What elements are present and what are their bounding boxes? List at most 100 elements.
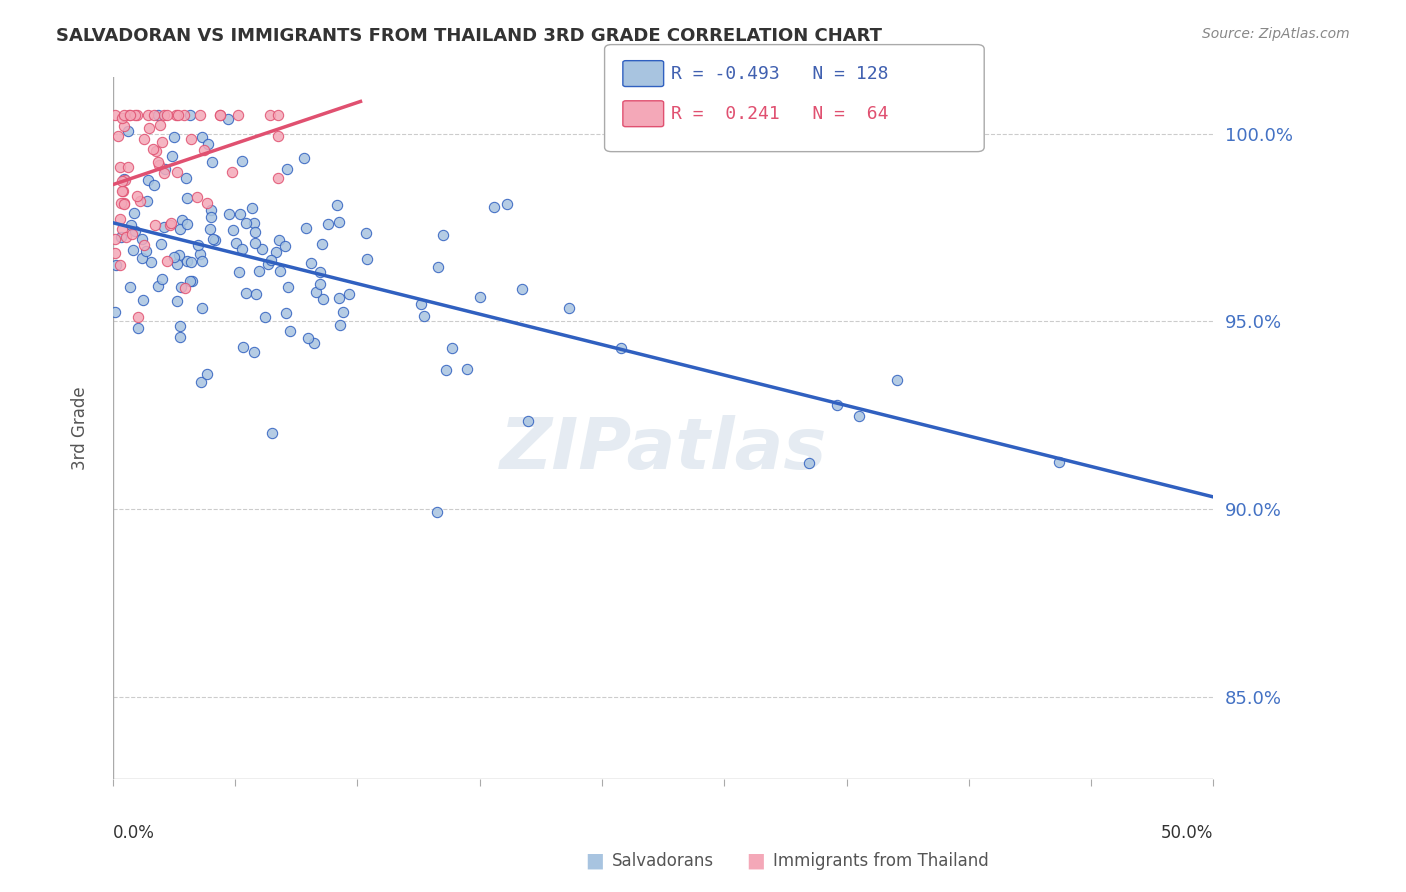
Point (160, 216, 183, 230)
Point (117, 124, 139, 138)
Point (107, 128, 129, 143)
Point (131, 251, 153, 265)
Point (198, 221, 221, 235)
Point (108, 258, 131, 272)
Point (163, 130, 186, 145)
Point (180, 254, 202, 268)
Point (167, 108, 190, 122)
Point (156, 108, 179, 122)
Point (152, 166, 174, 180)
Point (110, 222, 132, 236)
Point (299, 256, 322, 270)
Point (127, 310, 149, 324)
Point (426, 505, 449, 519)
Point (209, 108, 232, 122)
Text: ▪: ▪ (745, 847, 766, 875)
Point (134, 132, 156, 146)
Point (155, 161, 177, 176)
Point (295, 221, 318, 235)
Point (104, 258, 127, 272)
Point (112, 196, 135, 211)
Point (484, 200, 506, 214)
Point (356, 252, 378, 266)
Point (142, 142, 165, 156)
Point (180, 132, 202, 146)
Point (228, 207, 250, 221)
Point (125, 108, 148, 122)
Point (825, 398, 848, 412)
Point (160, 149, 183, 163)
Point (142, 178, 165, 192)
Point (240, 202, 263, 216)
Point (145, 144, 167, 158)
Point (311, 236, 333, 251)
Text: ▪: ▪ (583, 847, 605, 875)
Point (152, 135, 174, 149)
Point (179, 274, 201, 288)
Point (243, 225, 266, 239)
Point (179, 108, 201, 122)
Point (117, 160, 139, 174)
Point (146, 279, 169, 293)
Point (231, 153, 253, 168)
Point (245, 287, 267, 301)
Point (292, 151, 315, 165)
Text: 0.0%: 0.0% (112, 824, 155, 842)
Point (152, 219, 174, 234)
Point (138, 173, 160, 187)
Point (432, 227, 454, 242)
Point (277, 280, 299, 294)
Point (231, 243, 253, 257)
Point (225, 235, 247, 250)
Point (193, 144, 215, 158)
Point (456, 362, 478, 376)
Point (131, 232, 153, 246)
Point (257, 257, 280, 271)
Point (221, 165, 243, 179)
Point (128, 194, 150, 208)
Point (159, 219, 181, 233)
Point (169, 222, 191, 236)
Point (411, 297, 433, 311)
Point (188, 247, 211, 261)
Point (124, 108, 146, 122)
Point (120, 108, 142, 122)
Point (165, 108, 187, 122)
Point (136, 108, 159, 122)
Point (200, 202, 222, 217)
Text: R =  0.241   N =  64: R = 0.241 N = 64 (671, 105, 889, 123)
Point (191, 253, 214, 268)
Point (176, 191, 198, 205)
Point (135, 244, 157, 258)
Point (510, 282, 533, 296)
Point (176, 254, 198, 268)
Point (187, 237, 209, 252)
Point (610, 341, 633, 355)
Point (191, 301, 214, 315)
Point (169, 319, 191, 334)
Point (146, 155, 169, 169)
Point (174, 170, 197, 185)
Point (127, 189, 149, 203)
Point (115, 229, 138, 244)
Point (259, 108, 281, 122)
Point (332, 305, 354, 319)
Point (243, 216, 266, 230)
Point (274, 238, 297, 252)
Point (222, 222, 245, 236)
Point (118, 279, 141, 293)
Point (150, 236, 173, 251)
Point (153, 108, 176, 122)
Point (208, 108, 231, 122)
Point (124, 224, 146, 238)
Text: Source: ZipAtlas.com: Source: ZipAtlas.com (1202, 27, 1350, 41)
Point (264, 244, 287, 259)
Point (112, 172, 135, 186)
Point (247, 263, 270, 277)
Point (201, 155, 224, 169)
Point (114, 173, 136, 187)
Point (848, 409, 870, 423)
Point (110, 111, 132, 125)
Text: ZIPatlas: ZIPatlas (499, 415, 827, 483)
Point (276, 161, 298, 176)
